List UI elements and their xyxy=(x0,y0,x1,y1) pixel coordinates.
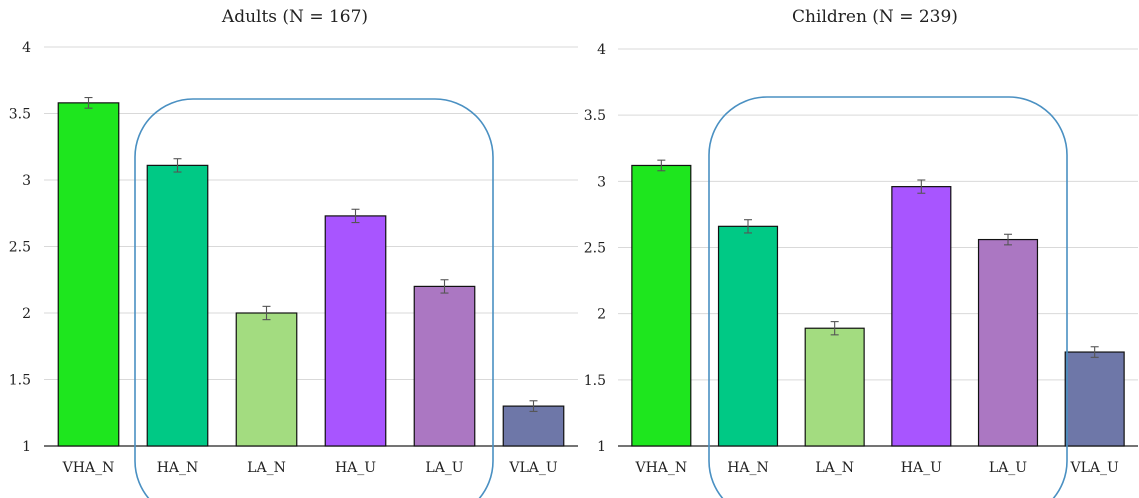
children-x-tick-label: LA_U xyxy=(989,460,1027,476)
adults-highlight-outline xyxy=(134,98,494,498)
children-x-tick-label: HA_U xyxy=(901,460,942,476)
children-bar-vla-u xyxy=(1064,351,1125,447)
children-chart-panel: Children (N = 239) 1 1.5 2 2.5 3 3.5 4 VHA_N HA_N… xyxy=(584,7,1138,498)
children-error-bar xyxy=(917,179,926,194)
adults-error-bar xyxy=(84,96,93,109)
children-error-bar xyxy=(744,219,752,234)
children-highlight-outline xyxy=(708,96,1068,498)
children-y-tick-label: 3 xyxy=(597,174,606,190)
children-y-tick-label: 4 xyxy=(597,42,606,58)
adults-x-tick-label: LA_N xyxy=(247,460,286,476)
children-x-tick-label: HA_N xyxy=(727,460,769,476)
adults-y-tick-label: 4 xyxy=(22,40,31,56)
adults-error-bar xyxy=(173,158,182,173)
children-y-tick-label: 2 xyxy=(597,307,606,323)
adults-bar-la-u xyxy=(413,285,476,447)
adults-y-tick-label: 3.5 xyxy=(9,107,31,123)
children-x-tick-label: LA_N xyxy=(815,460,854,476)
adults-x-tick-label: HA_N xyxy=(157,460,199,476)
children-error-bar xyxy=(657,159,666,172)
adults-y-tick-label: 3 xyxy=(22,173,31,189)
adults-error-bar xyxy=(351,208,360,224)
adults-chart-panel: Adults (N = 167) 1 1.5 2 2.5 3 3.5 4 VHA_N HA_N LA… xyxy=(9,7,578,498)
children-y-tick-label: 1.5 xyxy=(584,373,606,389)
adults-error-bar xyxy=(529,400,538,412)
adults-x-tick-label: VHA_N xyxy=(62,460,115,476)
children-x-tick-label: VHA_N xyxy=(634,460,687,476)
adults-bar-vha-n xyxy=(57,102,120,447)
adults-x-tick-label: HA_U xyxy=(335,460,376,476)
children-bar-vha-n xyxy=(631,164,692,447)
children-y-tick-label: 2.5 xyxy=(584,241,606,257)
adults-x-tick-label: LA_U xyxy=(425,460,463,476)
children-bar-ha-u xyxy=(891,186,952,447)
children-bar-la-u xyxy=(977,238,1039,447)
children-y-tick-label: 1 xyxy=(597,439,606,455)
adults-bar-ha-u xyxy=(324,215,387,447)
adults-y-tick-label: 2 xyxy=(22,306,31,322)
adults-y-tick-label: 1.5 xyxy=(9,373,31,389)
children-x-tick-label: VLA_U xyxy=(1070,460,1120,476)
children-error-bar xyxy=(1004,233,1012,246)
adults-bar-ha-n xyxy=(146,164,209,447)
adults-error-bar xyxy=(440,279,449,294)
children-bar-la-n xyxy=(804,327,865,447)
children-error-bar xyxy=(1090,346,1099,358)
children-chart-title: Children (N = 239) xyxy=(792,7,958,27)
adults-y-tick-label: 1 xyxy=(22,439,31,455)
adults-chart-title: Adults (N = 167) xyxy=(221,7,368,27)
adults-bar-la-n xyxy=(235,312,298,447)
adults-y-tick-label: 2.5 xyxy=(9,240,31,256)
children-y-tick-label: 3.5 xyxy=(584,108,606,124)
adults-bar-vla-u xyxy=(502,405,565,447)
children-bar-ha-n xyxy=(717,225,779,447)
adults-error-bar xyxy=(262,305,271,321)
children-error-bar xyxy=(830,321,839,336)
adults-x-tick-label: VLA_U xyxy=(508,460,558,476)
